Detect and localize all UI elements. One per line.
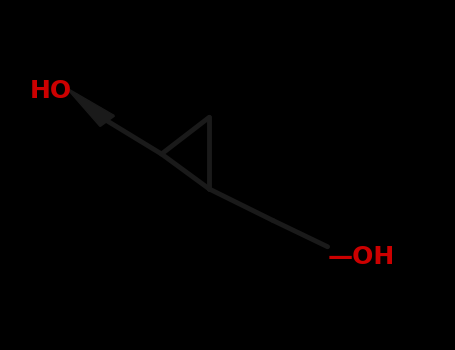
Text: HO: HO: [30, 79, 72, 103]
Polygon shape: [66, 88, 114, 126]
Text: —OH: —OH: [328, 245, 395, 269]
